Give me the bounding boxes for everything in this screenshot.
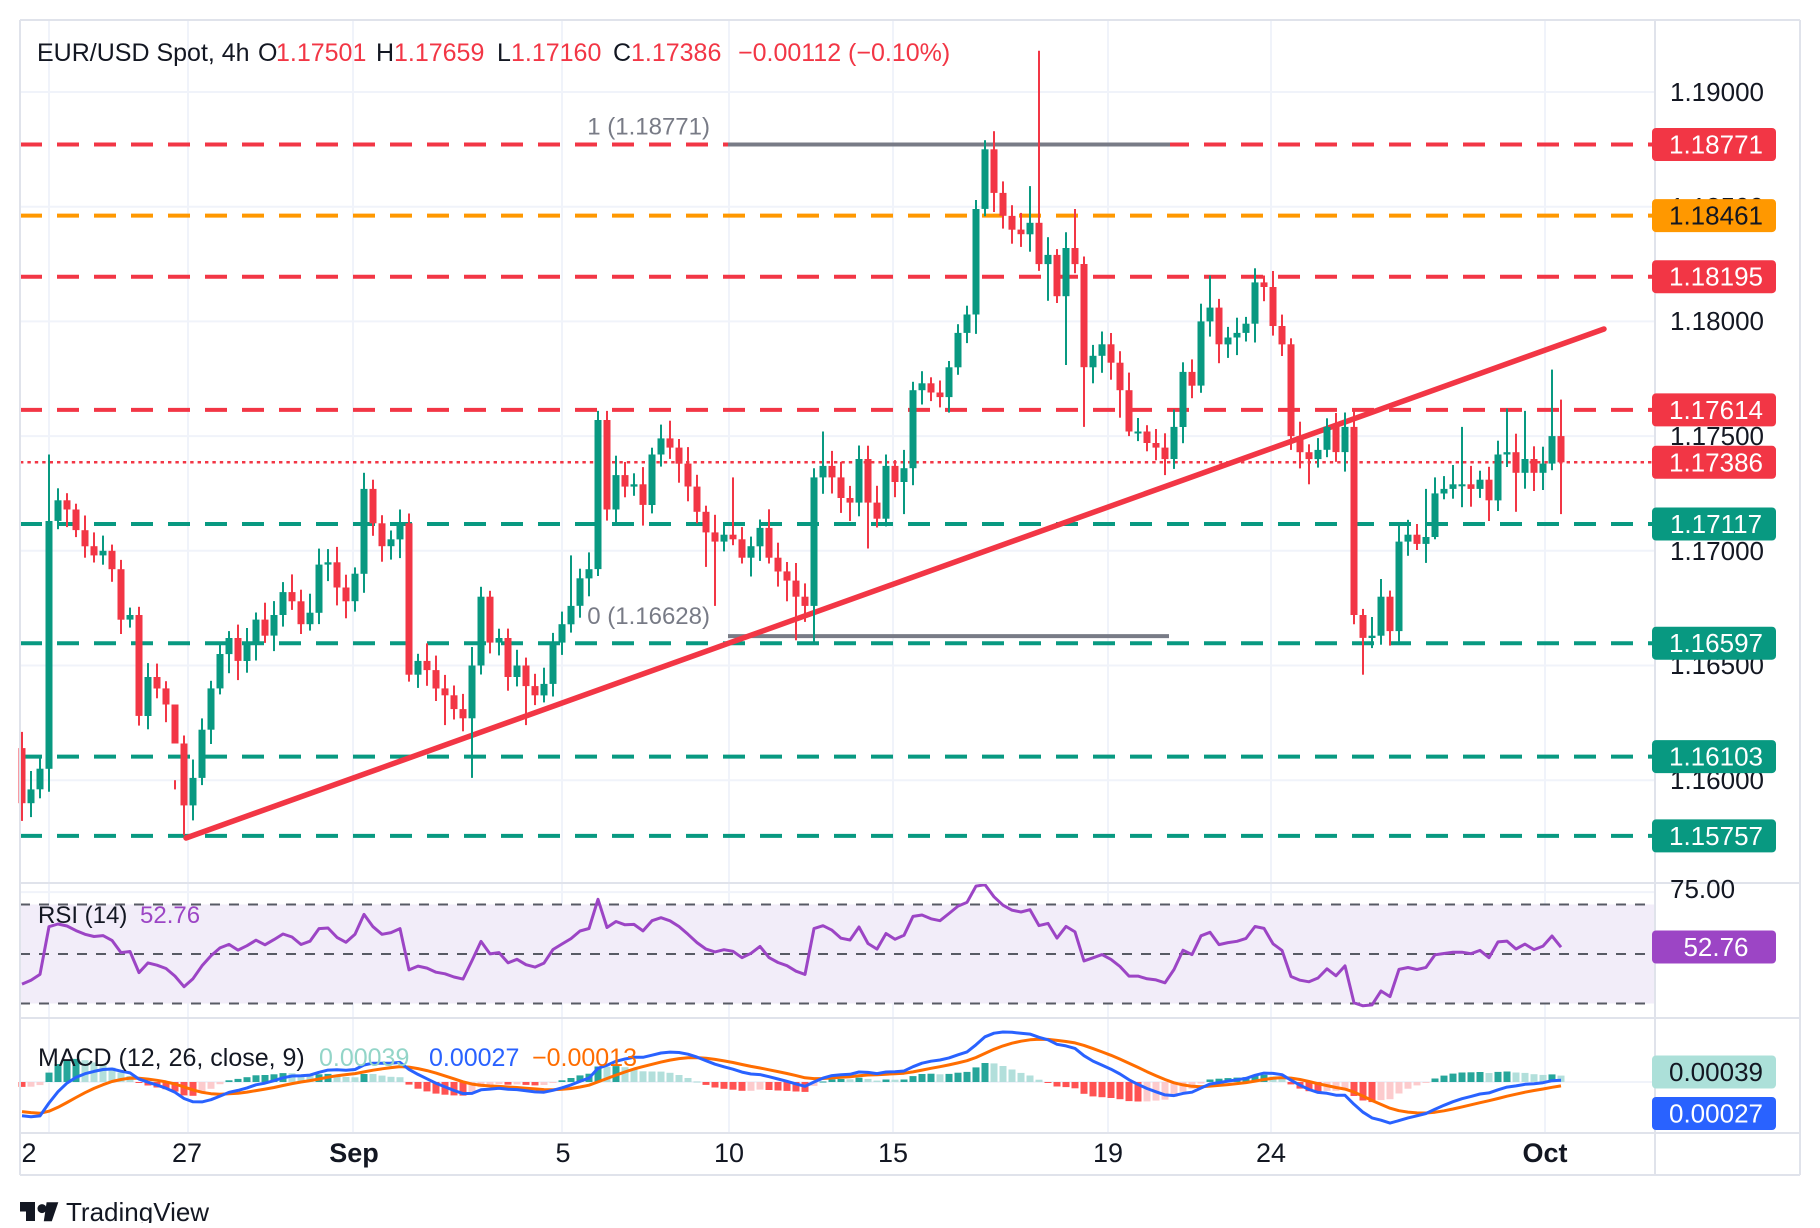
svg-text:L: L <box>497 39 511 67</box>
svg-text:1.17160: 1.17160 <box>511 39 601 67</box>
svg-text:RSI (14): RSI (14) <box>38 902 127 929</box>
svg-text:Oct: Oct <box>1522 1138 1567 1168</box>
svg-text:0 (1.16628): 0 (1.16628) <box>587 603 710 630</box>
svg-text:1.17000: 1.17000 <box>1670 536 1764 566</box>
svg-text:1.18461: 1.18461 <box>1669 201 1763 231</box>
svg-text:2: 2 <box>21 1138 36 1168</box>
svg-text:1.17386: 1.17386 <box>631 39 721 67</box>
svg-text:75.00: 75.00 <box>1670 874 1735 904</box>
svg-text:1.18195: 1.18195 <box>1669 262 1763 292</box>
svg-text:H: H <box>376 39 394 67</box>
svg-text:1.17501: 1.17501 <box>276 39 366 67</box>
svg-text:5: 5 <box>555 1138 570 1168</box>
svg-text:1.18771: 1.18771 <box>1669 130 1763 160</box>
svg-text:1.17386: 1.17386 <box>1669 447 1763 477</box>
svg-text:10: 10 <box>714 1138 744 1168</box>
svg-text:C: C <box>613 39 631 67</box>
svg-text:MACD (12, 26, close, 9): MACD (12, 26, close, 9) <box>38 1044 305 1072</box>
svg-text:−0.00013: −0.00013 <box>532 1044 637 1072</box>
svg-text:0.00039: 0.00039 <box>1669 1057 1763 1087</box>
svg-text:O: O <box>258 39 277 67</box>
svg-text:52.76: 52.76 <box>1683 932 1748 962</box>
svg-text:EUR/USD Spot, 4h: EUR/USD Spot, 4h <box>37 39 250 67</box>
svg-text:0.00027: 0.00027 <box>429 1044 519 1072</box>
svg-text:27: 27 <box>172 1138 202 1168</box>
svg-text:TradingView: TradingView <box>66 1197 209 1223</box>
svg-text:24: 24 <box>1256 1138 1286 1168</box>
svg-text:1 (1.18771): 1 (1.18771) <box>587 114 710 141</box>
svg-text:1.17614: 1.17614 <box>1669 395 1763 425</box>
svg-text:1.19000: 1.19000 <box>1670 77 1764 107</box>
svg-text:1.17117: 1.17117 <box>1670 509 1762 539</box>
svg-text:19: 19 <box>1093 1138 1123 1168</box>
svg-text:1.18000: 1.18000 <box>1670 306 1764 336</box>
svg-text:0.00027: 0.00027 <box>1669 1099 1763 1129</box>
svg-text:1.16103: 1.16103 <box>1669 742 1763 772</box>
svg-text:52.76: 52.76 <box>140 902 200 929</box>
svg-text:Sep: Sep <box>329 1138 379 1168</box>
svg-text:−0.00112 (−0.10%): −0.00112 (−0.10%) <box>738 39 950 67</box>
svg-text:15: 15 <box>878 1138 908 1168</box>
svg-text:1.15757: 1.15757 <box>1669 821 1763 851</box>
svg-text:0.00039: 0.00039 <box>319 1044 409 1072</box>
svg-text:1.17659: 1.17659 <box>394 39 484 67</box>
svg-text:1.16597: 1.16597 <box>1669 628 1763 658</box>
